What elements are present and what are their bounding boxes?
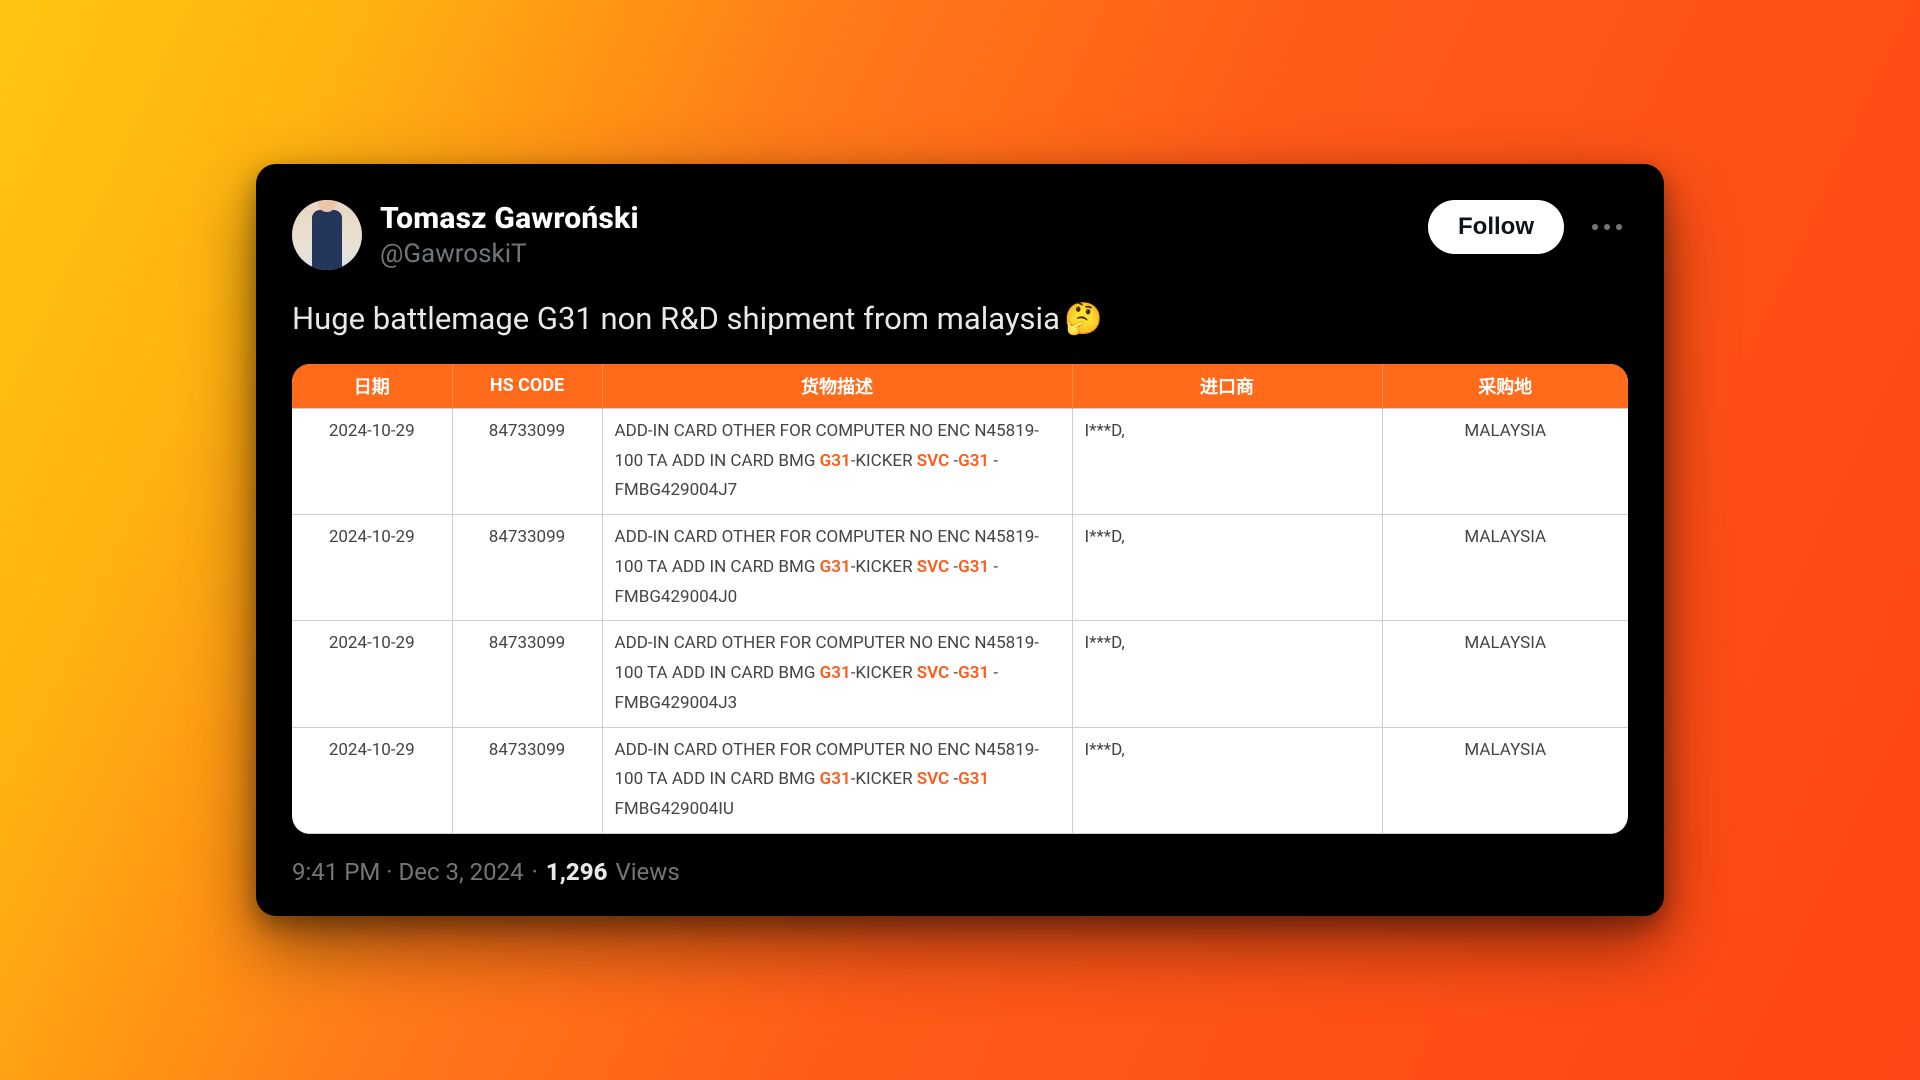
cell-hscode: 84733099 bbox=[452, 621, 602, 727]
col-header-description: 货物描述 bbox=[602, 364, 1072, 409]
cell-location: MALAYSIA bbox=[1382, 515, 1628, 621]
author-names: Tomasz Gawroński @GawroskiT bbox=[380, 200, 639, 270]
meta-separator: · bbox=[532, 858, 538, 886]
col-header-hscode: HS CODE bbox=[452, 364, 602, 409]
cell-description: ADD-IN CARD OTHER FOR COMPUTER NO ENC N4… bbox=[602, 621, 1072, 727]
views-label: Views bbox=[615, 858, 679, 886]
tweet-timestamp[interactable]: 9:41 PM · Dec 3, 2024 bbox=[292, 858, 524, 886]
table-row: 2024-10-2984733099ADD-IN CARD OTHER FOR … bbox=[292, 408, 1628, 514]
tweet-text: Huge battlemage G31 non R&D shipment fro… bbox=[292, 298, 1628, 340]
cell-importer: I***D, bbox=[1072, 621, 1382, 727]
shipment-table: 日期 HS CODE 货物描述 进口商 采购地 2024-10-29847330… bbox=[292, 364, 1628, 834]
cell-date: 2024-10-29 bbox=[292, 515, 452, 621]
cell-description: ADD-IN CARD OTHER FOR COMPUTER NO ENC N4… bbox=[602, 408, 1072, 514]
cell-date: 2024-10-29 bbox=[292, 727, 452, 833]
table-row: 2024-10-2984733099ADD-IN CARD OTHER FOR … bbox=[292, 727, 1628, 833]
cell-location: MALAYSIA bbox=[1382, 621, 1628, 727]
cell-description: ADD-IN CARD OTHER FOR COMPUTER NO ENC N4… bbox=[602, 515, 1072, 621]
table-row: 2024-10-2984733099ADD-IN CARD OTHER FOR … bbox=[292, 621, 1628, 727]
avatar[interactable] bbox=[292, 200, 362, 270]
table-row: 2024-10-2984733099ADD-IN CARD OTHER FOR … bbox=[292, 515, 1628, 621]
col-header-location: 采购地 bbox=[1382, 364, 1628, 409]
tweet-card: Tomasz Gawroński @GawroskiT Follow Huge … bbox=[256, 164, 1664, 916]
author-display-name[interactable]: Tomasz Gawroński bbox=[380, 200, 639, 238]
cell-date: 2024-10-29 bbox=[292, 408, 452, 514]
tweet-header: Tomasz Gawroński @GawroskiT Follow bbox=[292, 200, 1628, 270]
col-header-importer: 进口商 bbox=[1072, 364, 1382, 409]
cell-hscode: 84733099 bbox=[452, 408, 602, 514]
tweet-text-content: Huge battlemage G31 non R&D shipment fro… bbox=[292, 298, 1060, 340]
author-handle[interactable]: @GawroskiT bbox=[380, 238, 639, 271]
cell-importer: I***D, bbox=[1072, 727, 1382, 833]
cell-hscode: 84733099 bbox=[452, 727, 602, 833]
cell-importer: I***D, bbox=[1072, 515, 1382, 621]
header-actions: Follow bbox=[1428, 200, 1628, 254]
cell-importer: I***D, bbox=[1072, 408, 1382, 514]
views-count[interactable]: 1,296 bbox=[546, 858, 608, 886]
col-header-date: 日期 bbox=[292, 364, 452, 409]
follow-button[interactable]: Follow bbox=[1428, 200, 1564, 254]
thinking-emoji-icon: 🤔 bbox=[1064, 298, 1103, 340]
more-icon[interactable] bbox=[1586, 218, 1628, 236]
cell-location: MALAYSIA bbox=[1382, 727, 1628, 833]
cell-description: ADD-IN CARD OTHER FOR COMPUTER NO ENC N4… bbox=[602, 727, 1072, 833]
page-background: Tomasz Gawroński @GawroskiT Follow Huge … bbox=[0, 0, 1920, 1080]
cell-location: MALAYSIA bbox=[1382, 408, 1628, 514]
table-body: 2024-10-2984733099ADD-IN CARD OTHER FOR … bbox=[292, 408, 1628, 833]
table-header: 日期 HS CODE 货物描述 进口商 采购地 bbox=[292, 364, 1628, 409]
author-identity[interactable]: Tomasz Gawroński @GawroskiT bbox=[292, 200, 639, 270]
embedded-table: 日期 HS CODE 货物描述 进口商 采购地 2024-10-29847330… bbox=[292, 364, 1628, 834]
cell-hscode: 84733099 bbox=[452, 515, 602, 621]
tweet-meta: 9:41 PM · Dec 3, 2024 · 1,296 Views bbox=[292, 858, 1628, 886]
cell-date: 2024-10-29 bbox=[292, 621, 452, 727]
avatar-figure bbox=[312, 210, 342, 270]
